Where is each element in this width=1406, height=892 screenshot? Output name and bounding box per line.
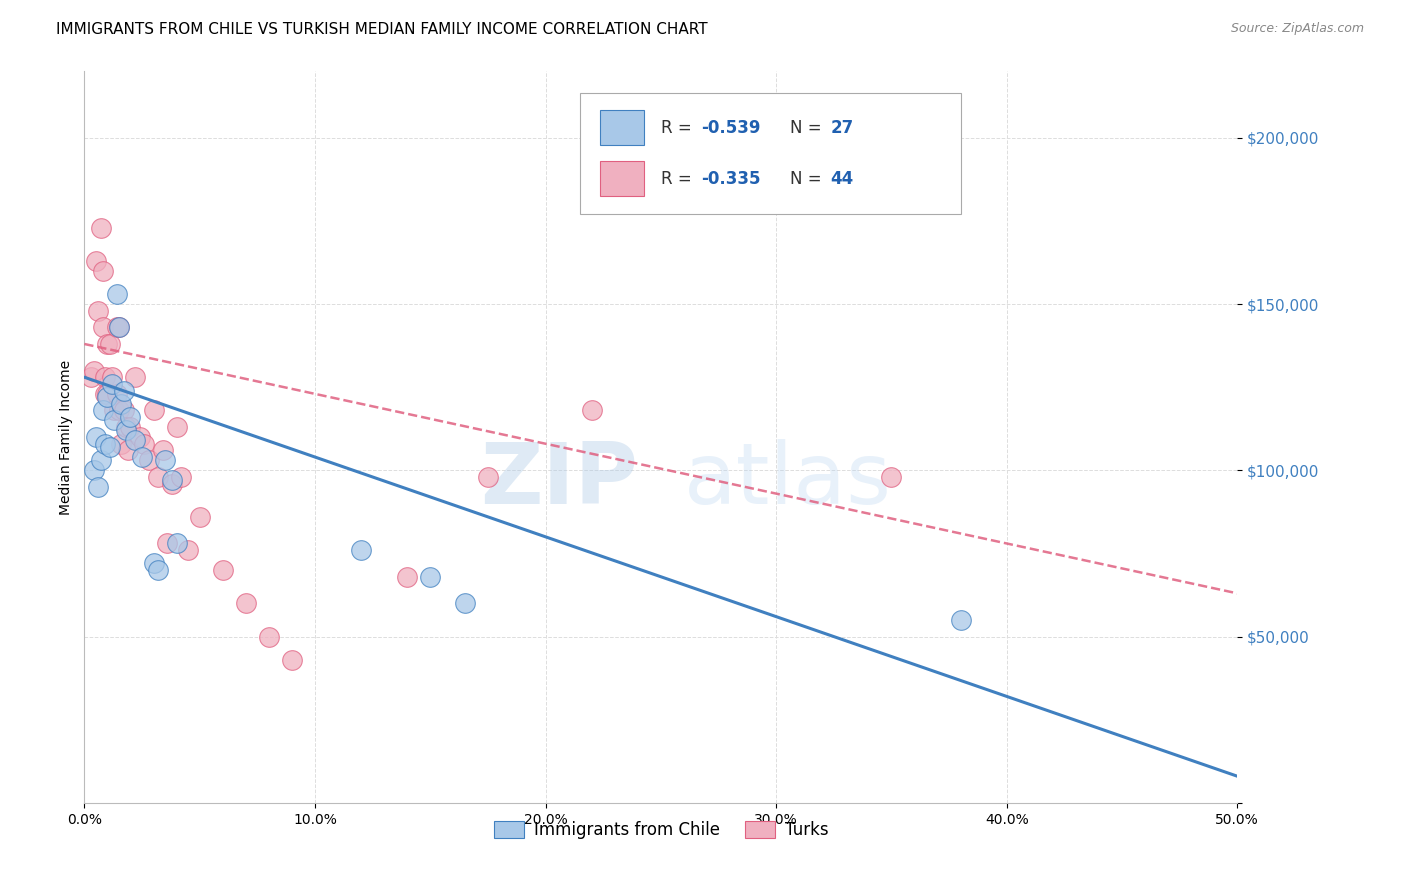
Point bbox=[124, 434, 146, 448]
Point bbox=[96, 390, 118, 404]
Point bbox=[188, 509, 211, 524]
Point bbox=[105, 320, 128, 334]
Point bbox=[170, 470, 193, 484]
Point bbox=[131, 450, 153, 464]
FancyBboxPatch shape bbox=[600, 110, 644, 145]
Point bbox=[108, 403, 131, 417]
Point bbox=[91, 320, 114, 334]
Point bbox=[120, 410, 142, 425]
Point bbox=[103, 403, 125, 417]
Text: R =: R = bbox=[661, 169, 697, 188]
Point bbox=[94, 370, 117, 384]
Y-axis label: Median Family Income: Median Family Income bbox=[59, 359, 73, 515]
Point bbox=[581, 403, 603, 417]
FancyBboxPatch shape bbox=[600, 161, 644, 196]
Point bbox=[257, 630, 280, 644]
Point bbox=[419, 570, 441, 584]
Point bbox=[211, 563, 233, 577]
Text: Source: ZipAtlas.com: Source: ZipAtlas.com bbox=[1230, 22, 1364, 36]
Point bbox=[96, 387, 118, 401]
Point bbox=[83, 463, 105, 477]
Text: N =: N = bbox=[790, 119, 827, 136]
Point bbox=[105, 287, 128, 301]
Point bbox=[396, 570, 419, 584]
Point bbox=[134, 436, 156, 450]
Point bbox=[146, 563, 169, 577]
Point bbox=[166, 536, 188, 550]
Legend: Immigrants from Chile, Turks: Immigrants from Chile, Turks bbox=[486, 814, 835, 846]
Point bbox=[124, 370, 146, 384]
Point bbox=[89, 220, 111, 235]
Point bbox=[156, 536, 179, 550]
Point bbox=[166, 420, 188, 434]
Point bbox=[98, 337, 121, 351]
Point bbox=[87, 480, 110, 494]
Point bbox=[115, 424, 138, 438]
Point bbox=[152, 443, 174, 458]
Point bbox=[112, 403, 135, 417]
Point bbox=[84, 253, 107, 268]
Point bbox=[146, 470, 169, 484]
Text: IMMIGRANTS FROM CHILE VS TURKISH MEDIAN FAMILY INCOME CORRELATION CHART: IMMIGRANTS FROM CHILE VS TURKISH MEDIAN … bbox=[56, 22, 707, 37]
Point bbox=[235, 596, 257, 610]
Point bbox=[101, 376, 124, 391]
Point bbox=[153, 453, 176, 467]
Point bbox=[91, 403, 114, 417]
Point bbox=[98, 440, 121, 454]
Point bbox=[281, 653, 304, 667]
Point bbox=[103, 413, 125, 427]
Text: ZIP: ZIP bbox=[479, 440, 638, 523]
Text: 27: 27 bbox=[831, 119, 853, 136]
Text: -0.335: -0.335 bbox=[702, 169, 761, 188]
Point bbox=[115, 420, 138, 434]
Point bbox=[110, 436, 132, 450]
Point bbox=[105, 387, 128, 401]
FancyBboxPatch shape bbox=[581, 94, 960, 214]
Point bbox=[117, 443, 139, 458]
Point bbox=[94, 387, 117, 401]
Text: N =: N = bbox=[790, 169, 827, 188]
Point bbox=[83, 363, 105, 377]
Point bbox=[80, 370, 103, 384]
Point bbox=[477, 470, 499, 484]
Point bbox=[87, 303, 110, 318]
Point bbox=[454, 596, 477, 610]
Point bbox=[128, 430, 150, 444]
Point bbox=[880, 470, 903, 484]
Point bbox=[120, 420, 142, 434]
Text: R =: R = bbox=[661, 119, 697, 136]
Point bbox=[101, 370, 124, 384]
Point bbox=[142, 403, 165, 417]
Point bbox=[177, 543, 200, 558]
Text: 44: 44 bbox=[831, 169, 853, 188]
Point bbox=[110, 397, 132, 411]
Point bbox=[108, 320, 131, 334]
Point bbox=[96, 337, 118, 351]
Point bbox=[91, 264, 114, 278]
Point bbox=[138, 453, 160, 467]
Point bbox=[108, 320, 131, 334]
Point bbox=[84, 430, 107, 444]
Text: -0.539: -0.539 bbox=[702, 119, 761, 136]
Point bbox=[350, 543, 373, 558]
Point bbox=[89, 453, 111, 467]
Point bbox=[160, 476, 183, 491]
Point bbox=[112, 384, 135, 398]
Text: atlas: atlas bbox=[683, 440, 891, 523]
Point bbox=[160, 473, 183, 487]
Point bbox=[142, 557, 165, 571]
Point bbox=[94, 436, 117, 450]
Point bbox=[949, 613, 972, 627]
